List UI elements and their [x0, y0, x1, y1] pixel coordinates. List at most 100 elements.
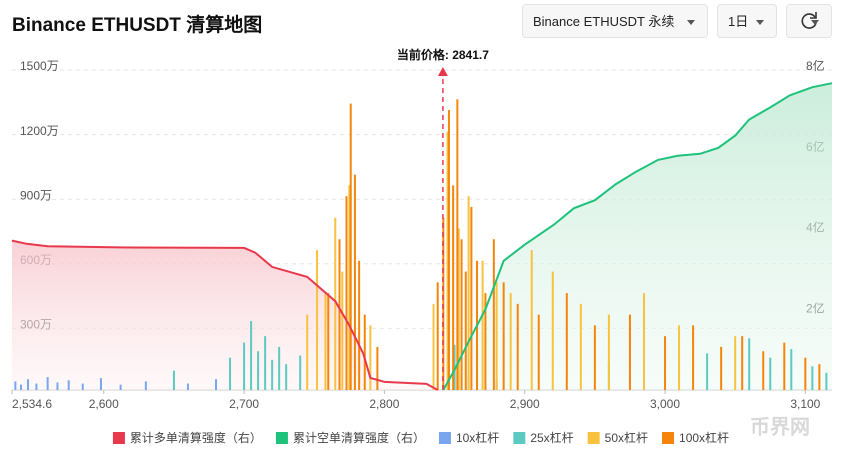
area-fill	[12, 240, 438, 390]
bar	[692, 325, 695, 390]
bar	[825, 372, 828, 390]
legend-label: 100x杠杆	[679, 430, 729, 445]
bar	[215, 379, 218, 390]
bar	[628, 314, 631, 390]
x-tick-label: 2,700	[229, 397, 259, 411]
bar	[172, 370, 175, 390]
legend-label: 累计空单清算强度（右）	[293, 430, 425, 445]
bar	[460, 239, 463, 390]
x-tick-label: 2,800	[369, 397, 399, 411]
bar	[446, 131, 449, 390]
line	[11, 239, 439, 391]
bar	[818, 364, 821, 390]
bar	[453, 344, 456, 390]
bar	[278, 346, 281, 390]
bar	[271, 359, 274, 390]
bar	[324, 293, 327, 390]
legend-swatch	[275, 432, 288, 444]
y-tick-label: 900万	[20, 188, 52, 202]
bar	[338, 239, 341, 390]
y-tick-label: 300万	[20, 318, 52, 332]
bar	[579, 303, 582, 390]
period-select[interactable]: 1日	[717, 4, 777, 38]
refresh-button[interactable]	[786, 4, 832, 38]
bar	[432, 303, 435, 390]
bar	[186, 383, 189, 390]
bar	[762, 351, 765, 390]
bar	[811, 366, 814, 390]
bar	[495, 282, 498, 390]
x-tick-label: 2,534.6	[12, 397, 52, 411]
bar	[19, 384, 22, 390]
bar	[467, 196, 470, 390]
bar	[741, 336, 744, 390]
bar	[81, 383, 84, 390]
x-tick-label: 2,600	[89, 397, 119, 411]
bar	[470, 206, 473, 390]
bar	[363, 314, 366, 390]
bar	[530, 250, 533, 390]
bar	[678, 325, 681, 390]
page-title: Binance ETHUSDT 清算地图	[12, 15, 263, 36]
bar	[257, 351, 260, 390]
bar	[748, 338, 751, 390]
watermark: 币界网	[750, 415, 810, 438]
y2-tick-label: 8亿	[806, 58, 825, 73]
bar	[551, 271, 554, 390]
current-price-arrow	[437, 67, 448, 76]
bar	[348, 185, 351, 390]
bar	[804, 357, 807, 390]
bar	[481, 260, 484, 390]
bar	[26, 379, 29, 390]
bar	[327, 293, 330, 390]
bar	[502, 282, 505, 390]
x-tick-label: 2,900	[510, 397, 540, 411]
bar	[706, 353, 709, 390]
bar	[607, 362, 610, 390]
y2-tick-label: 2亿	[806, 300, 825, 315]
bar	[516, 303, 519, 390]
bar	[285, 364, 288, 390]
bar	[734, 336, 737, 390]
bar	[369, 325, 372, 390]
bar	[358, 260, 361, 390]
bar	[783, 342, 786, 390]
bar	[436, 282, 439, 390]
bar	[607, 314, 610, 390]
bar	[376, 346, 379, 390]
bar	[243, 342, 246, 390]
bar	[250, 321, 253, 390]
y-tick-label: 1200万	[20, 124, 59, 138]
y-tick-label: 600万	[20, 253, 52, 267]
bar	[229, 357, 232, 390]
bar	[495, 380, 498, 390]
bar	[790, 349, 793, 390]
bar	[484, 293, 487, 390]
bar	[334, 217, 337, 390]
legend-label: 累计多单清算强度（右）	[130, 430, 262, 445]
bar	[456, 99, 459, 391]
bar	[56, 382, 59, 390]
bar	[353, 174, 356, 390]
y-tick-label: 1500万	[20, 59, 59, 73]
legend-swatch	[438, 432, 451, 444]
legend-label: 25x杠杆	[530, 430, 573, 445]
bar	[349, 103, 352, 391]
symbol-select[interactable]: Binance ETHUSDT 永续	[522, 4, 708, 38]
bar	[467, 377, 470, 390]
x-tick-label: 3,100	[790, 397, 820, 411]
bar	[316, 250, 319, 390]
bar	[664, 336, 667, 390]
legend-swatch	[587, 432, 600, 444]
legend: 累计多单清算强度（右） 累计空单清算强度（右） 10x杠杆 25x杠杆 50x杠杆 100…	[112, 430, 729, 445]
bar	[447, 110, 450, 391]
bar	[14, 381, 17, 390]
bar	[720, 346, 723, 390]
bar	[457, 228, 460, 390]
y2-tick-label: 6亿	[806, 139, 825, 154]
bar	[345, 196, 348, 390]
bar	[67, 380, 70, 390]
legend-swatch	[112, 432, 125, 444]
bar	[442, 217, 445, 390]
